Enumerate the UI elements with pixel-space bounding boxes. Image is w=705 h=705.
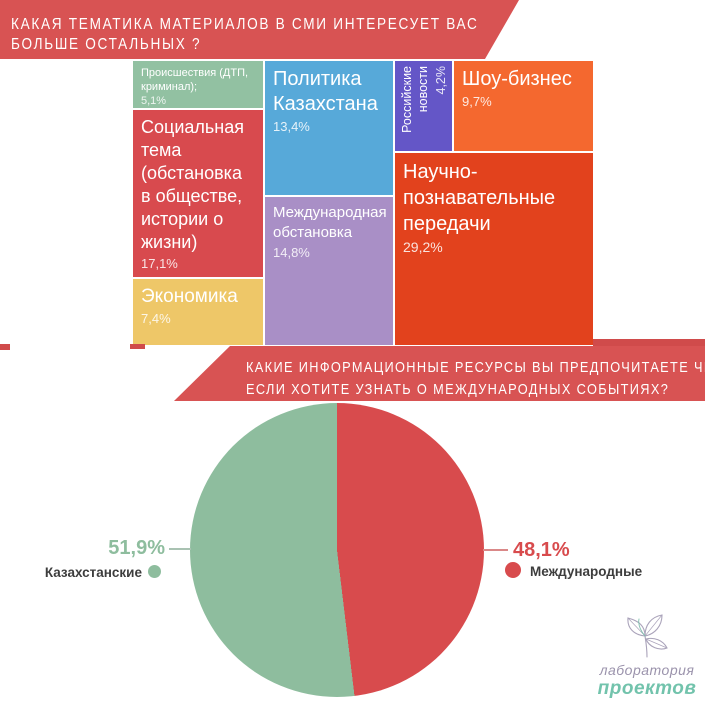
cell-value: 17,1% — [141, 256, 178, 271]
treemap-cell-economy: Экономика 7,4% — [133, 279, 263, 345]
question-2-line-1: КАКИЕ ИНФОРМАЦИОННЫЕ РЕСУРСЫ ВЫ ПРЕДПОЧИ… — [246, 359, 705, 376]
question-1-line-2: БОЛЬШЕ ОСТАЛЬНЫХ ? — [11, 36, 202, 53]
cell-value: 14,8% — [273, 245, 310, 260]
logo-text-line-1: лаборатория — [599, 662, 695, 678]
cell-value: 9,7% — [462, 94, 492, 109]
callout-line-right — [483, 549, 508, 551]
logo: лаборатория проектов — [591, 612, 703, 699]
treemap-cell-russian-news: Российские новости 4,2% — [395, 61, 452, 151]
banner-2-top-strip — [593, 339, 705, 347]
question-banner-1: КАКАЯ ТЕМАТИКА МАТЕРИАЛОВ В СМИ ИНТЕРЕСУ… — [0, 0, 519, 59]
logo-text-line-2: проектов — [597, 678, 697, 699]
cell-label: Международная обстановка — [273, 204, 387, 241]
callout-line-left — [169, 548, 191, 550]
cell-value: 13,4% — [273, 119, 310, 134]
cell-label: Экономика — [141, 286, 238, 307]
cell-label: Российские новости — [400, 66, 430, 133]
question-1-line-1: КАКАЯ ТЕМАТИКА МАТЕРИАЛОВ В СМИ ИНТЕРЕСУ… — [11, 16, 479, 33]
treemap-cell-social: Социальная тема (обстановка в обществе, … — [133, 110, 263, 277]
cell-label: Социальная тема (обстановка в обществе, … — [141, 117, 244, 252]
banner-2-mid-sliver — [130, 344, 145, 349]
question-banner-2: КАКИЕ ИНФОРМАЦИОННЫЕ РЕСУРСЫ ВЫ ПРЕДПОЧИ… — [174, 346, 705, 401]
legend-dot-international — [505, 562, 521, 578]
cell-value: 4,2% — [434, 66, 448, 95]
legend-dot-kazakh — [148, 565, 161, 578]
cell-value: 29,2% — [403, 239, 443, 255]
leaf-sketch-icon — [618, 614, 676, 662]
treemap-cell-educational: Научно-познавательные передачи 29,2% — [395, 153, 593, 345]
cell-label: Научно-познавательные передачи — [403, 161, 556, 235]
cell-label-rotated: Российские новости 4,2% — [399, 63, 449, 151]
treemap-cell-international: Международная обстановка 14,8% — [265, 197, 393, 345]
pie-value-kazakh: 51,9% — [108, 537, 165, 559]
banner-2-left-sliver — [0, 344, 10, 350]
cell-value: 5,1% — [141, 95, 167, 107]
legend-label-kazakh: Казахстанские — [44, 565, 142, 580]
pie-chart — [190, 403, 484, 697]
pie-value-international: 48,1% — [513, 539, 570, 561]
question-2-line-2: ЕСЛИ ХОТИТЕ УЗНАТЬ О МЕЖДУНАРОДНЫХ СОБЫТ… — [246, 381, 670, 398]
legend-label-international: Международные — [530, 564, 643, 579]
cell-label: Происшествия (ДТП, криминал); — [141, 67, 249, 93]
cell-value: 7,4% — [141, 311, 171, 326]
cell-label: Политика Казахстана — [273, 68, 378, 115]
cell-label: Шоу-бизнес — [462, 68, 572, 90]
question-banner-2-text: КАКИЕ ИНФОРМАЦИОННЫЕ РЕСУРСЫ ВЫ ПРЕДПОЧИ… — [174, 346, 705, 401]
treemap-cell-show-business: Шоу-бизнес 9,7% — [454, 61, 593, 151]
question-banner-1-text: КАКАЯ ТЕМАТИКА МАТЕРИАЛОВ В СМИ ИНТЕРЕСУ… — [0, 0, 519, 55]
treemap-cell-incidents: Происшествия (ДТП, криминал); 5,1% — [133, 61, 263, 108]
treemap-cell-politics-kz: Политика Казахстана 13,4% — [265, 61, 393, 195]
